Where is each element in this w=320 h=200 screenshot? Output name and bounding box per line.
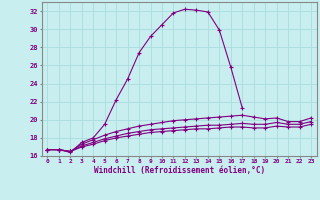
X-axis label: Windchill (Refroidissement éolien,°C): Windchill (Refroidissement éolien,°C) — [94, 166, 265, 175]
